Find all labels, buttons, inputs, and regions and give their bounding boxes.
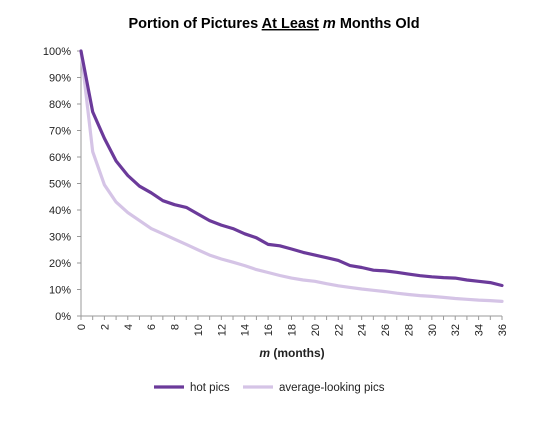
x-tick-label: 34 [474, 324, 486, 336]
y-tick-label: 80% [49, 99, 71, 111]
x-tick-label: 30 [427, 324, 439, 336]
title-suffix: Months Old [336, 16, 420, 32]
x-tick-label: 0 [76, 324, 88, 330]
title-prefix: Portion of Pictures [128, 16, 261, 32]
legend-item-average-looking-pics: average-looking pics [243, 382, 385, 394]
series-line-hot-pics [79, 49, 504, 288]
y-tick-label: 10% [49, 285, 71, 297]
x-tick-label: 16 [263, 324, 275, 336]
plot-area [79, 49, 504, 303]
x-tick-label: 2 [99, 324, 111, 330]
x-tick-label: 20 [310, 324, 322, 336]
legend: hot pics average-looking pics [154, 382, 385, 394]
x-tick-label: 28 [403, 324, 415, 336]
x-tick-label: 36 [497, 324, 509, 336]
x-tick-label: 6 [146, 324, 158, 330]
x-axis-label-variable: m [259, 346, 270, 360]
y-tick-label: 60% [49, 152, 71, 164]
y-tick-label: 40% [49, 205, 71, 217]
x-axis-label: m (months) [259, 346, 324, 360]
y-tick-label: 30% [49, 232, 71, 244]
title-variable: m [323, 16, 336, 32]
x-tick-label: 22 [333, 324, 345, 336]
x-tick-label: 32 [450, 324, 462, 336]
x-axis-label-unit: (months) [270, 346, 325, 360]
series-average-looking-pics [79, 49, 504, 303]
series-line-average-looking-pics [79, 49, 504, 303]
x-tick-label: 18 [287, 324, 299, 336]
legend-label: hot pics [190, 382, 230, 394]
title-emphasis: At Least [262, 16, 319, 32]
y-tick-label: 20% [49, 258, 71, 270]
x-tick-label: 14 [240, 324, 252, 336]
x-tick-label: 8 [170, 324, 182, 330]
y-tick-label: 90% [49, 73, 71, 85]
y-tick-label: 50% [49, 179, 71, 191]
y-axis: 0% 10% 20% 30% 40% 50% 60% 70% 80% 90% 100% [43, 46, 82, 323]
series-hot-pics [79, 49, 504, 288]
x-tick-label: 4 [123, 324, 135, 330]
legend-item-hot-pics: hot pics [154, 382, 230, 394]
y-tick-label: 100% [43, 46, 71, 58]
y-tick-label: 0% [55, 311, 71, 323]
x-tick-label: 10 [193, 324, 205, 336]
x-tick-label: 26 [380, 324, 392, 336]
y-tick-label: 70% [49, 126, 71, 138]
legend-label: average-looking pics [279, 382, 385, 394]
x-axis: 0 2 4 6 8 10 12 14 16 18 20 22 24 26 28 30 32 34 36 [76, 315, 509, 336]
chart-title: Portion of Pictures At Least m Months Ol… [128, 16, 419, 32]
x-tick-label: 24 [357, 324, 369, 336]
x-tick-label: 12 [216, 324, 228, 336]
